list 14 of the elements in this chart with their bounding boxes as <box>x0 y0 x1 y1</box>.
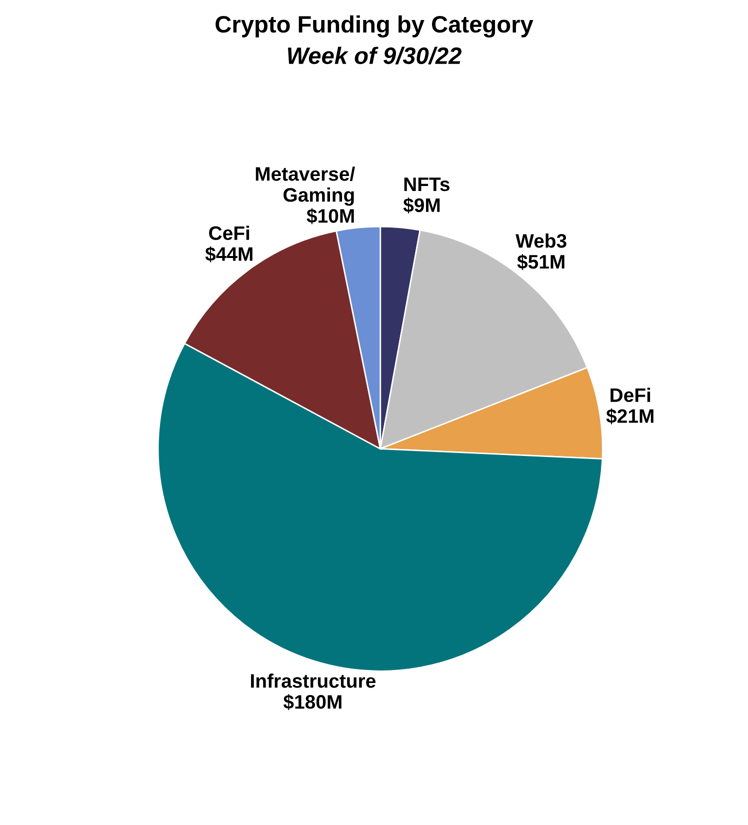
chart-subtitle: Week of 9/30/22 <box>288 46 462 64</box>
data-label: $44M <box>205 246 252 262</box>
slice-label: DeFi <box>610 388 650 402</box>
data-label: $51M <box>517 254 564 270</box>
data-label: $21M <box>606 408 654 424</box>
slice-label: Infrastructure <box>251 674 376 688</box>
chart-title: Crypto Funding by Category <box>216 15 534 38</box>
data-label: $9M <box>403 197 440 214</box>
slice-label: Web3 <box>516 234 566 248</box>
data-label: $10M <box>306 208 354 224</box>
data-label: $180M <box>283 694 342 710</box>
slice-label: Metaverse/ Gaming <box>256 166 355 206</box>
slice-label: CeFi <box>209 226 250 240</box>
slice-label: NFTs <box>404 178 450 192</box>
